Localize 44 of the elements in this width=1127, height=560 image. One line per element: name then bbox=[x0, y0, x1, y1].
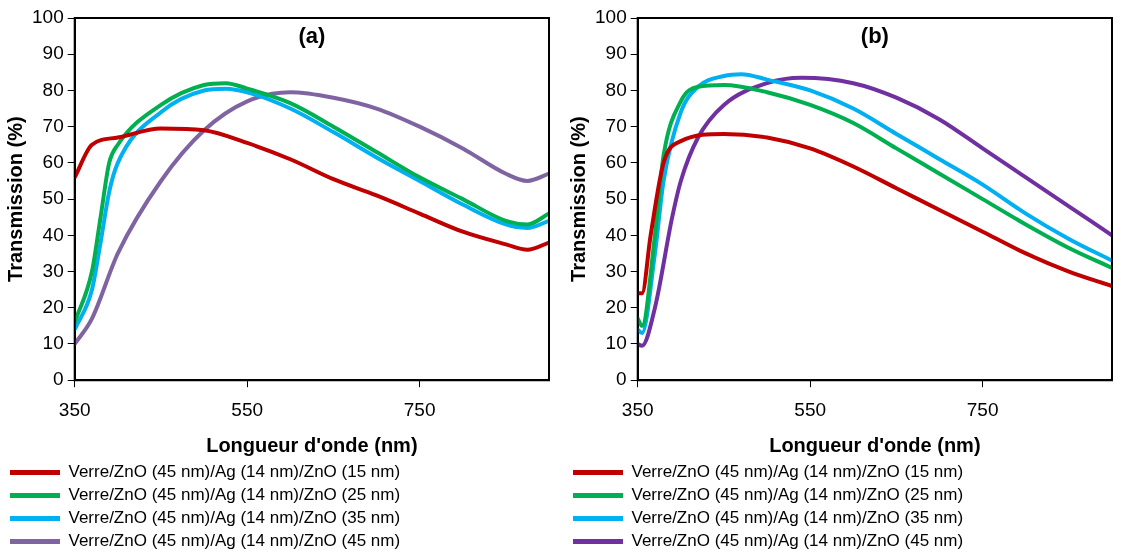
legend-label: Verre/ZnO (45 nm)/Ag (14 nm)/ZnO (25 nm) bbox=[68, 485, 401, 505]
y-tick-label: 40 bbox=[605, 223, 627, 245]
y-tick-label: 30 bbox=[42, 259, 64, 281]
legend-label: Verre/ZnO (45 nm)/Ag (14 nm)/ZnO (25 nm) bbox=[631, 485, 964, 505]
y-tick-label: 10 bbox=[42, 332, 64, 354]
y-tick-label: 70 bbox=[605, 114, 627, 136]
x-tick-label: 550 bbox=[231, 398, 264, 420]
legend-label: Verre/ZnO (45 nm)/Ag (14 nm)/ZnO (45 nm) bbox=[68, 531, 401, 551]
line-series bbox=[74, 126, 549, 252]
legend-label: Verre/ZnO (45 nm)/Ag (14 nm)/ZnO (35 nm) bbox=[68, 508, 401, 528]
y-tick-label: 100 bbox=[595, 6, 627, 28]
y-tick-label: 30 bbox=[605, 259, 627, 281]
legend-label: Verre/ZnO (45 nm)/Ag (14 nm)/ZnO (15 nm) bbox=[631, 462, 964, 482]
y-tick-label: 90 bbox=[42, 42, 64, 64]
y-tick-label: 60 bbox=[42, 151, 64, 173]
y-tick-label: 0 bbox=[616, 368, 627, 390]
y-tick-label: 80 bbox=[42, 78, 64, 100]
y-tick-label: 50 bbox=[42, 187, 64, 209]
y-tick-label: 90 bbox=[605, 42, 627, 64]
y-axis-title: Transmission (%) bbox=[3, 116, 26, 282]
y-axis-title: Transmission (%) bbox=[566, 116, 589, 282]
legend-label: Verre/ZnO (45 nm)/Ag (14 nm)/ZnO (45 nm) bbox=[631, 531, 964, 551]
y-tick-label: 10 bbox=[605, 332, 627, 354]
y-tick-label: 0 bbox=[53, 368, 64, 390]
y-tick-label: 40 bbox=[42, 223, 64, 245]
chart-title: (b) bbox=[860, 23, 889, 49]
y-tick-label: 70 bbox=[42, 114, 64, 136]
x-tick-label: 350 bbox=[621, 398, 654, 420]
line-series bbox=[637, 131, 1112, 296]
legend-label: Verre/ZnO (45 nm)/Ag (14 nm)/ZnO (35 nm) bbox=[631, 508, 964, 528]
x-tick-label: 750 bbox=[966, 398, 999, 420]
y-tick-label: 20 bbox=[42, 295, 64, 317]
y-tick-label: 20 bbox=[605, 295, 627, 317]
chart-title: (a) bbox=[298, 23, 326, 49]
y-tick-label: 80 bbox=[605, 78, 627, 100]
x-tick-label: 550 bbox=[794, 398, 827, 420]
y-tick-label: 100 bbox=[32, 6, 64, 28]
x-tick-label: 750 bbox=[403, 398, 436, 420]
y-tick-label: 50 bbox=[605, 187, 627, 209]
y-tick-label: 60 bbox=[605, 151, 627, 173]
x-axis-title: Longueur d'onde (nm) bbox=[769, 433, 981, 456]
legend-label: Verre/ZnO (45 nm)/Ag (14 nm)/ZnO (15 nm) bbox=[68, 462, 401, 482]
x-tick-label: 350 bbox=[58, 398, 91, 420]
x-axis-title: Longueur d'onde (nm) bbox=[206, 433, 418, 456]
